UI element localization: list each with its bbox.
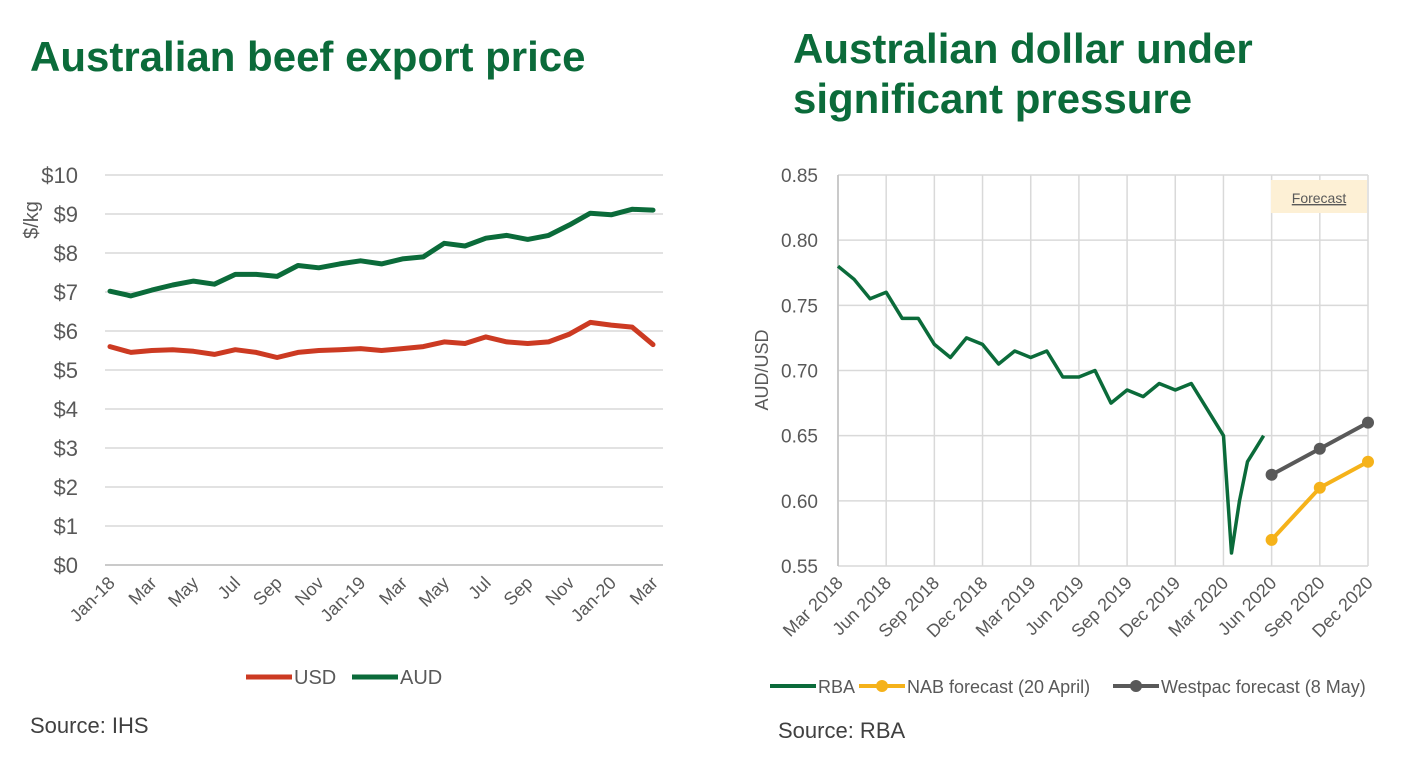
- y-tick-label: $8: [54, 241, 78, 266]
- forecast-box: [1271, 180, 1367, 213]
- aud-chart-title-line2: significant pressure: [793, 75, 1193, 122]
- y-tick-label: 0.80: [781, 231, 818, 252]
- y-tick-label: $3: [54, 436, 78, 461]
- series-line-usd: [107, 319, 656, 360]
- x-tick-label: May: [415, 573, 453, 611]
- y-tick-label: 0.65: [781, 427, 818, 448]
- x-tick-label: Jan-19: [316, 573, 369, 626]
- series-line-rba: [836, 264, 1266, 555]
- y-tick-label: 0.60: [781, 492, 818, 513]
- y-tick-label: 0.55: [781, 557, 818, 578]
- legend-label-nab: NAB forecast (20 April): [907, 677, 1090, 697]
- x-tick-label: Mar: [626, 573, 662, 609]
- series-point-westpac: [1313, 442, 1326, 455]
- aud-chart-title-line1: Australian dollar under: [793, 25, 1253, 72]
- y-tick-label: $6: [54, 319, 78, 344]
- x-tick-label: Sep: [249, 573, 286, 610]
- series-point-nab: [1265, 533, 1278, 546]
- legend-label-westpac: Westpac forecast (8 May): [1161, 677, 1366, 697]
- series-point-westpac: [1362, 416, 1374, 429]
- y-tick-label: $0: [54, 553, 78, 578]
- y-tick-label: $9: [54, 202, 78, 227]
- x-tick-label: Mar: [125, 573, 161, 609]
- series-line-aud: [107, 206, 656, 299]
- legend-marker-westpac: [1130, 680, 1142, 692]
- y-tick-label: 0.85: [781, 166, 818, 187]
- y-tick-label: $10: [41, 163, 78, 188]
- y-tick-label: $7: [54, 280, 78, 305]
- legend-marker-nab: [876, 680, 888, 692]
- y-tick-label: $2: [54, 475, 78, 500]
- x-tick-label: Sep: [500, 573, 537, 610]
- series-point-nab: [1362, 455, 1374, 468]
- legend-label-aud: AUD: [400, 667, 442, 689]
- x-tick-label: Jan-20: [567, 573, 620, 626]
- y-tick-label: $1: [54, 514, 78, 539]
- forecast-annotation: Forecast: [1292, 190, 1347, 206]
- series-point-nab: [1313, 481, 1326, 494]
- y-axis-label: AUD/USD: [752, 329, 772, 410]
- x-tick-label: May: [164, 573, 202, 611]
- x-tick-label: Nov: [291, 573, 328, 610]
- legend-label-rba: RBA: [818, 677, 855, 697]
- x-tick-label: Jan-18: [66, 573, 119, 626]
- y-tick-label: $5: [54, 358, 78, 383]
- series-point-westpac: [1265, 468, 1278, 481]
- x-tick-label: Jul: [464, 573, 494, 603]
- x-tick-label: Nov: [542, 573, 579, 610]
- legend-label-usd: USD: [294, 667, 336, 689]
- y-tick-label: 0.75: [781, 296, 818, 317]
- x-tick-label: Mar: [375, 573, 411, 609]
- beef-chart-source: Source: IHS: [30, 713, 149, 738]
- beef-chart-title: Australian beef export price: [30, 33, 586, 80]
- y-axis-label: $/kg: [21, 201, 43, 239]
- y-tick-label: 0.70: [781, 362, 818, 383]
- aud-chart-source: Source: RBA: [778, 718, 906, 743]
- x-tick-label: Jul: [214, 573, 244, 603]
- y-tick-label: $4: [54, 397, 78, 422]
